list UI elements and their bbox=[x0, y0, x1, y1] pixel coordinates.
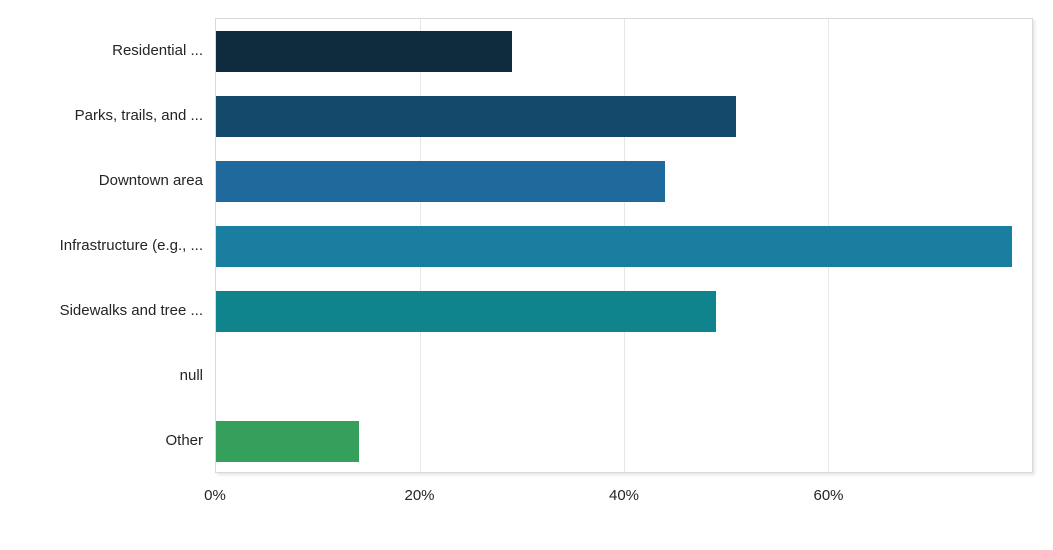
x-tick-label: 40% bbox=[608, 487, 640, 504]
bar-4[interactable] bbox=[216, 226, 1012, 267]
x-tick-label: 20% bbox=[404, 487, 435, 504]
bar-5[interactable] bbox=[216, 291, 716, 332]
value-axis: 0% 20% 40% 60% bbox=[0, 487, 1053, 511]
category-label: Residential ... bbox=[112, 42, 203, 59]
category-label: Other bbox=[165, 432, 203, 449]
category-label: Parks, trails, and ... bbox=[74, 107, 203, 124]
plot-area bbox=[215, 18, 1033, 473]
bar-7[interactable] bbox=[216, 421, 359, 462]
category-label: null bbox=[179, 367, 203, 384]
category-label: Downtown area bbox=[98, 172, 203, 189]
x-tick-label: 60% bbox=[813, 487, 844, 504]
bar-2[interactable] bbox=[216, 96, 737, 137]
category-label: Sidewalks and tree ... bbox=[59, 302, 203, 319]
x-tick-label: 0% bbox=[204, 487, 226, 504]
category-label: Infrastructure (e.g., ... bbox=[59, 237, 203, 254]
bar-3[interactable] bbox=[216, 161, 665, 202]
category-axis: Residential ... Parks, trails, and ... Dow… bbox=[0, 18, 203, 473]
bar-1[interactable] bbox=[216, 31, 512, 72]
